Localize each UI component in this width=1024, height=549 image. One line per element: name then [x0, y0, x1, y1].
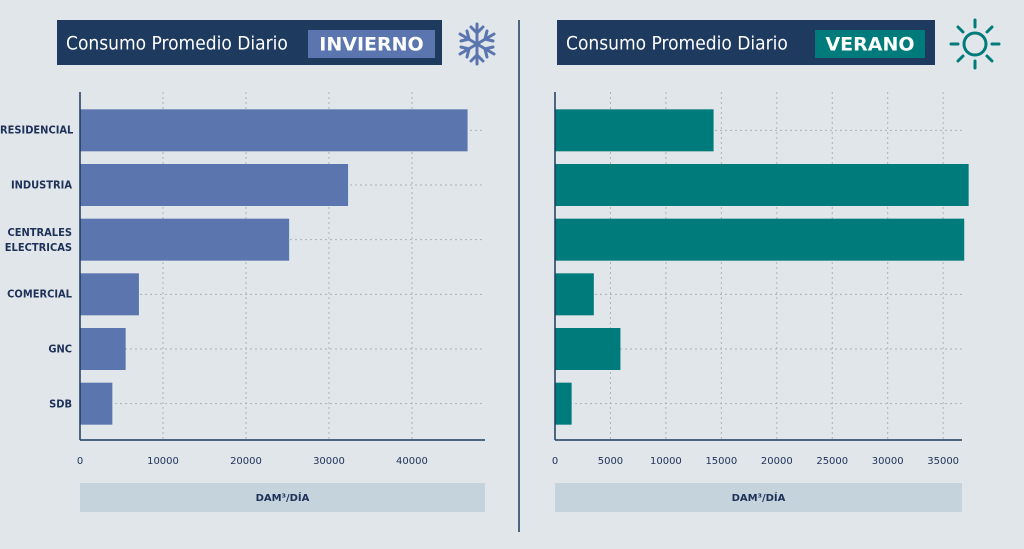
- sun-icon: [949, 18, 1001, 70]
- bar: [80, 109, 468, 152]
- x-tick-label: 20000: [230, 456, 262, 467]
- x-axis-label: DAM³/DÍA: [256, 491, 310, 504]
- x-tick-label: 20000: [761, 456, 793, 467]
- x-tick-label: 10000: [147, 456, 179, 467]
- xlabel-box: [80, 483, 485, 512]
- chart-title: Consumo Promedio Diario: [66, 33, 288, 55]
- y-tick-label: COMERCIAL: [7, 287, 72, 301]
- bar: [555, 328, 621, 370]
- season-label: INVIERNO: [319, 34, 423, 56]
- x-tick-label: 30000: [313, 456, 345, 467]
- x-tick-label: 15000: [705, 456, 737, 467]
- y-tick-label: CENTRALES ELECTRICAS: [4, 225, 72, 254]
- x-tick-label: 0: [77, 456, 83, 467]
- bar: [555, 109, 714, 152]
- bar: [80, 273, 139, 316]
- chart-title: Consumo Promedio Diario: [566, 33, 788, 55]
- y-tick-label: INDUSTRIA: [10, 178, 72, 192]
- x-axis-label: DAM³/DÍA: [732, 491, 786, 504]
- x-tick-label: 25000: [816, 456, 848, 467]
- season-label: VERANO: [825, 34, 914, 56]
- bar: [80, 164, 349, 206]
- x-tick-label: 35000: [927, 456, 959, 467]
- x-tick-label: 10000: [650, 456, 682, 467]
- bar: [555, 382, 572, 425]
- x-tick-label: 40000: [396, 456, 428, 467]
- y-tick-label: GNC: [48, 342, 72, 356]
- x-tick-label: 5000: [598, 456, 623, 467]
- bar: [80, 328, 126, 370]
- season-box: [308, 30, 435, 58]
- season-box: [815, 30, 925, 58]
- bar: [555, 218, 965, 261]
- bar: [80, 382, 113, 425]
- y-tick-label: RESIDENCIAL: [0, 123, 74, 137]
- y-tick-label: SDB: [49, 397, 72, 411]
- bar: [555, 273, 594, 316]
- x-tick-label: 30000: [872, 456, 904, 467]
- x-tick-label: 0: [552, 456, 558, 467]
- xlabel-box: [555, 483, 962, 512]
- bar: [80, 218, 290, 261]
- snowflake-icon: [458, 22, 496, 66]
- bar: [555, 164, 969, 206]
